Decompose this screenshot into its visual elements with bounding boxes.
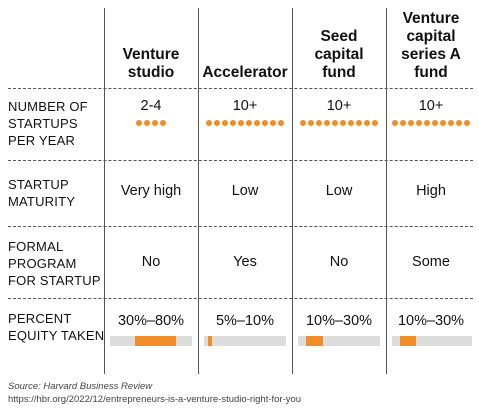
- startup-dot: [372, 120, 378, 126]
- column-divider: [198, 8, 199, 374]
- startup-dot: [262, 120, 268, 126]
- startups-value: 2-4: [140, 98, 162, 114]
- startups-dots: [386, 120, 476, 126]
- equity-bar-fill: [208, 336, 213, 346]
- row-separator: [8, 88, 473, 89]
- startup-dot: [448, 120, 454, 126]
- startups-dots: [198, 120, 292, 126]
- startup-dot: [356, 120, 362, 126]
- startup-dot: [324, 120, 330, 126]
- equity-bar: [204, 336, 286, 346]
- row-separator: [8, 160, 473, 161]
- column-header-label: Venture capital series A fund: [401, 10, 461, 81]
- row-separator: [8, 298, 473, 299]
- column-divider: [292, 8, 293, 374]
- source-note: Source: Harvard Business Review: [8, 381, 153, 392]
- maturity-value: High: [416, 183, 446, 199]
- equity-value: 10%–30%: [397, 313, 465, 329]
- startup-dot: [214, 120, 220, 126]
- equity-bar-fill: [134, 336, 176, 346]
- equity-value: 30%–80%: [117, 313, 185, 329]
- startups-dots: [104, 120, 198, 126]
- startup-dot: [408, 120, 414, 126]
- row-label-startup-maturity: STARTUP MATURITY: [8, 177, 76, 209]
- startup-dot: [340, 120, 346, 126]
- source-url: https://hbr.org/2022/12/entrepreneurs-is…: [8, 394, 302, 405]
- startup-dot: [432, 120, 438, 126]
- equity-bar: [110, 336, 192, 346]
- startup-dot: [270, 120, 276, 126]
- program-value: Yes: [233, 254, 257, 270]
- startup-dot: [278, 120, 284, 126]
- startups-value: 10+: [326, 98, 352, 114]
- startup-dot: [424, 120, 430, 126]
- column-header-seed-capital-fund: Seed capital fund: [292, 8, 386, 82]
- startup-dot: [254, 120, 260, 126]
- row-separator: [8, 226, 473, 227]
- startup-dot: [400, 120, 406, 126]
- startup-dot: [440, 120, 446, 126]
- program-value: Some: [412, 254, 450, 270]
- startup-dot: [464, 120, 470, 126]
- startup-dot: [416, 120, 422, 126]
- startup-dot: [348, 120, 354, 126]
- maturity-value: Low: [231, 183, 259, 199]
- row-label-startups-per-year: NUMBER OF STARTUPS PER YEAR: [8, 99, 88, 148]
- maturity-value: Low: [325, 183, 353, 199]
- startup-dot: [364, 120, 370, 126]
- startup-dot: [308, 120, 314, 126]
- startup-dot: [456, 120, 462, 126]
- startup-dot: [144, 120, 150, 126]
- startup-dot: [238, 120, 244, 126]
- row-label-formal-program: FORMAL PROGRAM FOR STARTUP: [8, 239, 101, 288]
- startup-dot: [152, 120, 158, 126]
- startup-dot: [300, 120, 306, 126]
- equity-value: 5%–10%: [215, 313, 275, 329]
- startup-dot: [316, 120, 322, 126]
- startups-value: 10+: [418, 98, 444, 114]
- startup-dot: [160, 120, 166, 126]
- equity-bar-fill: [306, 336, 323, 346]
- startup-dot: [230, 120, 236, 126]
- column-header-accelerator: Accelerator: [198, 8, 292, 82]
- equity-bar: [298, 336, 380, 346]
- maturity-value: Very high: [120, 183, 182, 199]
- program-value: No: [329, 254, 349, 270]
- row-label-percent-equity: PERCENT EQUITY TAKEN: [8, 311, 105, 343]
- startups-value: 10+: [232, 98, 258, 114]
- column-divider: [104, 8, 105, 374]
- column-header-label: Venture studio: [122, 46, 180, 81]
- startup-dot: [136, 120, 142, 126]
- column-header-vc-series-a: Venture capital series A fund: [386, 8, 476, 82]
- startup-dot: [246, 120, 252, 126]
- column-header-label: Accelerator: [202, 64, 288, 81]
- startups-dots: [292, 120, 386, 126]
- equity-value: 10%–30%: [305, 313, 373, 329]
- column-header-label: Seed capital fund: [314, 28, 364, 81]
- startup-dot: [222, 120, 228, 126]
- equity-bar-fill: [400, 336, 416, 346]
- startup-dot: [332, 120, 338, 126]
- column-header-venture-studio: Venture studio: [104, 8, 198, 82]
- program-value: No: [141, 254, 161, 270]
- column-divider: [386, 8, 387, 374]
- equity-bar: [392, 336, 472, 346]
- startup-dot: [392, 120, 398, 126]
- startup-dot: [206, 120, 212, 126]
